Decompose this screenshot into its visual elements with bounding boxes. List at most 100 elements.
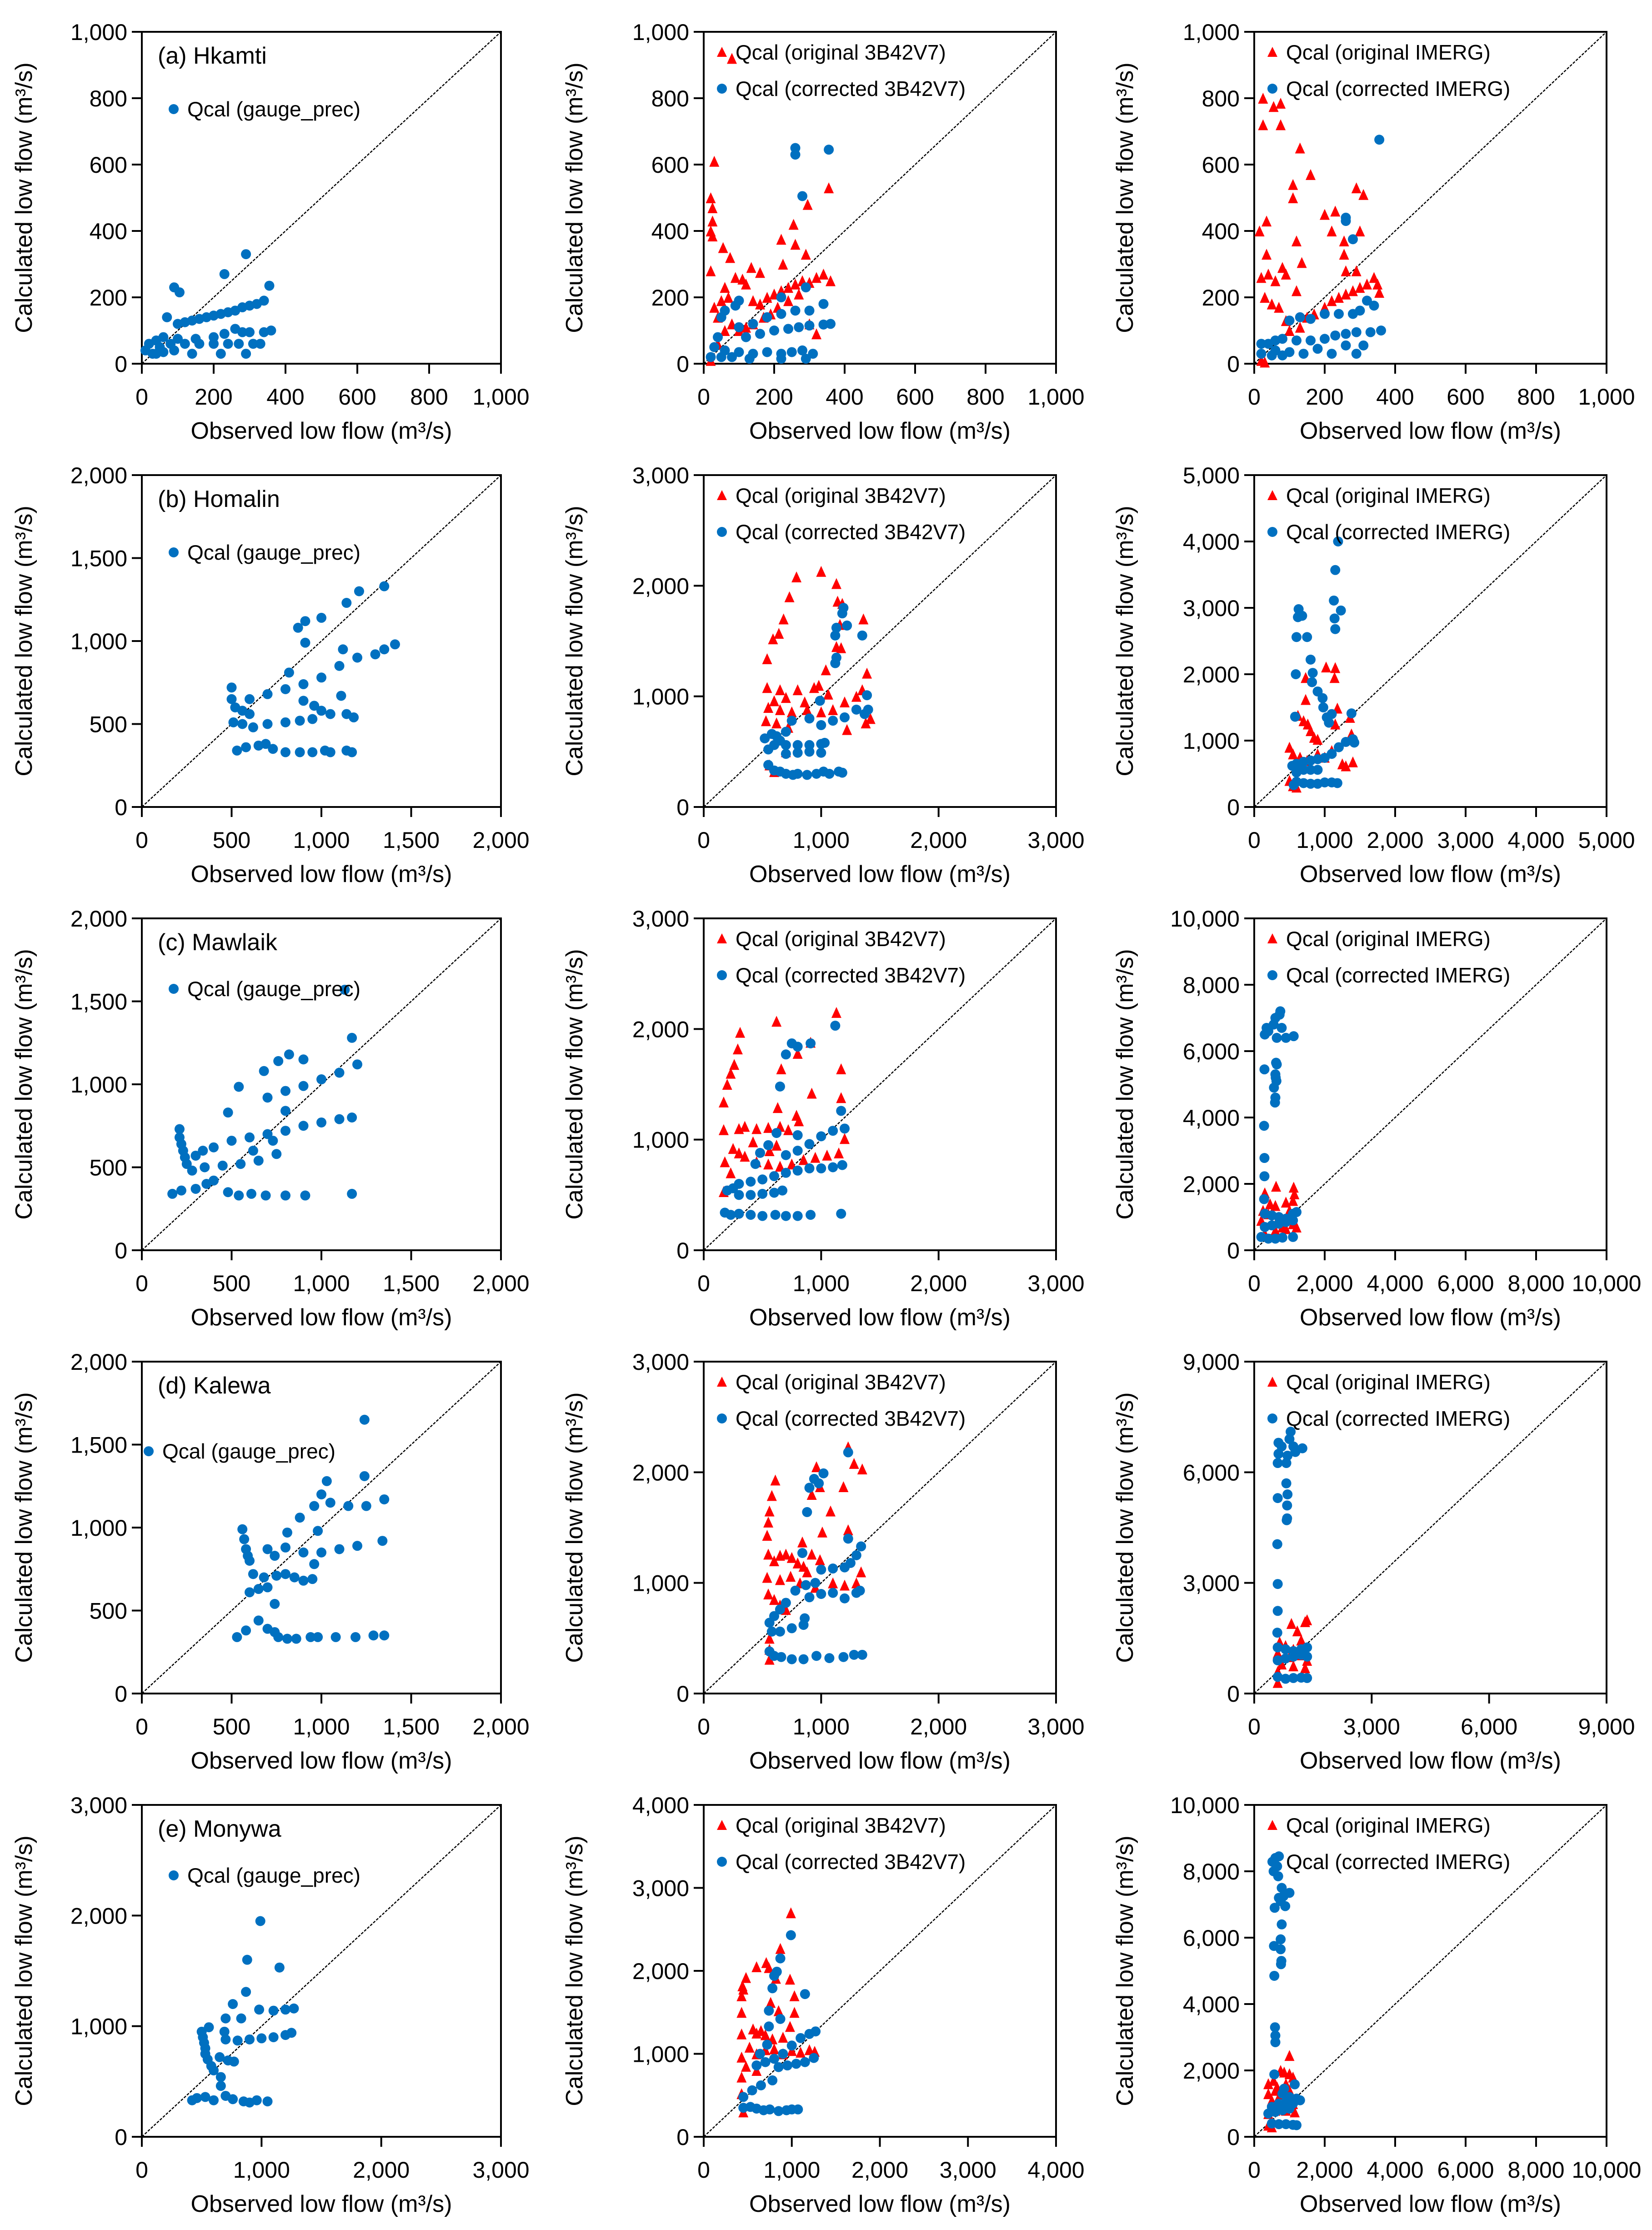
data-point-circle: [837, 1160, 847, 1170]
x-tick-label: 0: [697, 1271, 710, 1296]
data-point-circle: [349, 712, 359, 722]
data-point-circle: [776, 354, 786, 364]
data-point-circle: [811, 1651, 821, 1661]
x-tick-label: 0: [697, 1714, 710, 1739]
y-tick-label: 800: [90, 86, 127, 111]
y-tick-label: 0: [1227, 2125, 1240, 2150]
legend: Qcal (original IMERG) Qcal (corrected IME…: [1267, 1814, 1510, 1874]
data-point-circle: [1280, 1644, 1291, 1654]
data-point-triangle: [781, 1548, 791, 1560]
data-point-triangle: [836, 1063, 846, 1074]
legend-item: Qcal (corrected 3B42V7): [717, 963, 966, 987]
data-point-circle: [831, 622, 841, 633]
data-point-circle: [796, 2033, 806, 2043]
data-point-circle: [158, 332, 169, 342]
data-point-circle: [808, 349, 818, 359]
data-point-circle: [828, 1564, 838, 1574]
data-point-circle: [307, 747, 318, 757]
x-tick-label: 800: [410, 384, 448, 410]
data-point-circle: [262, 1129, 273, 1139]
data-point-triangle: [1262, 215, 1272, 227]
data-point-circle: [260, 1190, 271, 1201]
legend: Qcal (original 3B42V7) Qcal (corrected 3B…: [717, 1370, 966, 1430]
data-point-circle: [755, 2049, 765, 2059]
data-point-circle: [338, 644, 348, 655]
data-point-circle: [816, 1589, 826, 1599]
data-point-circle: [816, 1564, 826, 1575]
data-point-circle: [325, 709, 335, 719]
data-point-triangle: [786, 1158, 797, 1170]
scatter-panel-10: 0 500 1,000 1,500 2,000 0 500 1,000 1,500 2,000 Ob…: [11, 1349, 530, 1774]
y-tick-label: 2,000: [70, 1903, 127, 1929]
data-point-circle: [350, 1632, 361, 1642]
data-point-circle: [176, 1185, 186, 1196]
data-point-circle: [253, 1584, 264, 1594]
data-point-triangle: [1289, 1188, 1300, 1199]
data-point-triangle: [789, 1990, 800, 2001]
data-point-triangle: [736, 2007, 747, 2018]
x-tick-label: 3,000: [1027, 1271, 1084, 1296]
y-tick-label: 500: [90, 1599, 127, 1624]
plot-frame: [1253, 917, 1607, 1251]
data-point-circle: [298, 1081, 309, 1091]
data-point-circle: [1284, 2103, 1295, 2114]
data-point-circle: [256, 2033, 267, 2044]
series-original: [736, 1907, 820, 2118]
data-point-circle: [840, 1593, 850, 1604]
x-tick-label: 400: [826, 384, 863, 410]
y-tick-label: 6,000: [1183, 1925, 1240, 1951]
data-point-circle: [307, 1574, 318, 1584]
data-point-circle: [295, 747, 305, 757]
data-point-circle: [828, 716, 838, 726]
y-tick-label: 0: [1227, 1238, 1240, 1263]
data-point-circle: [746, 1210, 756, 1220]
legend-label: Qcal (original IMERG): [1286, 1370, 1491, 1394]
scatter-panel-8: 0 1,000 2,000 3,000 0 1,000 2,000 3,000 Observed…: [561, 906, 1085, 1331]
data-point-triangle: [709, 155, 720, 167]
data-point-circle: [245, 1556, 255, 1566]
y-tick-label: 1,000: [70, 20, 127, 45]
data-point-triangle: [1297, 257, 1307, 268]
data-point-circle: [1282, 1489, 1293, 1499]
y-tick-label: 2,000: [632, 573, 689, 599]
legend-item: Qcal (gauge_prec): [169, 541, 360, 564]
data-point-circle: [245, 327, 255, 337]
legend-label: Qcal (corrected IMERG): [1286, 520, 1510, 544]
data-point-triangle: [1295, 321, 1305, 333]
x-tick-label: 6,000: [1437, 2157, 1494, 2183]
x-axis-title: Observed low flow (m³/s): [1300, 1304, 1561, 1331]
data-point-circle: [727, 352, 737, 362]
data-point-triangle: [857, 1463, 867, 1475]
legend-triangle-icon: [1267, 1377, 1277, 1387]
data-point-circle: [174, 1124, 185, 1134]
x-axis-title: Observed low flow (m³/s): [1300, 418, 1561, 444]
data-point-circle: [770, 1210, 781, 1220]
data-point-triangle: [1301, 694, 1311, 705]
data-point-triangle: [736, 1990, 747, 2001]
legend-item: Qcal (original 3B42V7): [717, 484, 946, 507]
data-point-circle: [1369, 301, 1379, 311]
data-point-circle: [1306, 778, 1316, 789]
data-point-circle: [1269, 1970, 1280, 1981]
y-tick-label: 1,000: [632, 1128, 689, 1153]
data-point-circle: [255, 339, 265, 349]
y-axis-title: Calculated low flow (m³/s): [1112, 949, 1138, 1219]
data-point-circle: [334, 1114, 345, 1124]
legend-circle-icon: [1267, 1857, 1277, 1867]
data-point-triangle: [1321, 661, 1332, 672]
data-point-triangle: [1312, 734, 1323, 745]
data-point-circle: [706, 352, 716, 362]
data-point-circle: [1341, 216, 1351, 226]
data-point-circle: [851, 1550, 861, 1560]
data-point-circle: [190, 1183, 201, 1194]
data-point-circle: [836, 1208, 846, 1219]
y-axis-title: Calculated low flow (m³/s): [11, 62, 37, 333]
y-tick-label: 8,000: [1183, 972, 1240, 998]
x-tick-label: 0: [1248, 1271, 1261, 1296]
y-tick-label: 200: [90, 285, 127, 311]
data-point-circle: [1292, 335, 1302, 346]
legend-label: Qcal (original 3B42V7): [736, 1370, 946, 1394]
data-point-circle: [837, 608, 847, 619]
x-tick-label: 0: [1248, 2157, 1261, 2183]
legend: Qcal (gauge_prec): [169, 977, 360, 1001]
